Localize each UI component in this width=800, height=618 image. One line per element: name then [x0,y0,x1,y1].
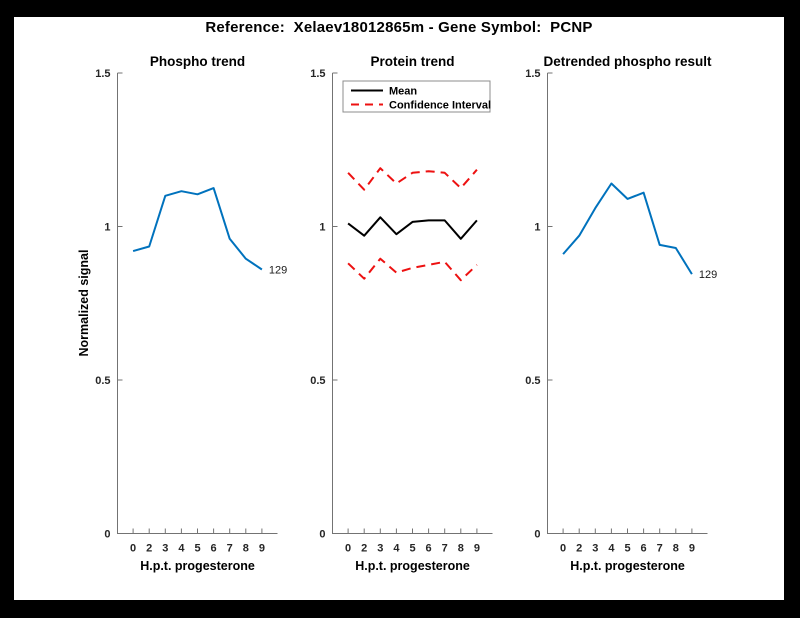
x-tick-label: 9 [259,543,265,555]
x-tick-label: 0 [345,543,351,555]
subplot-title: Protein trend [370,54,454,69]
y-tick-label: 0.5 [310,375,325,387]
axes-frame [332,73,493,534]
x-tick-label: 9 [689,543,695,555]
x-axis-label: H.p.t. progesterone [140,559,255,573]
x-tick-label: 8 [458,543,464,555]
x-tick-label: 4 [178,543,185,555]
x-tick-label: 0 [560,543,566,555]
y-tick-label: 1 [534,222,540,234]
x-tick-label: 9 [474,543,480,555]
x-tick-label: 7 [227,543,233,555]
series-end-label: 129 [699,269,717,281]
x-axis-label: H.p.t. progesterone [570,559,685,573]
x-tick-label: 5 [194,543,200,555]
y-axis-label: Normalized signal [77,250,91,357]
axes-frame [547,73,708,534]
subplot-title: Phospho trend [150,54,245,69]
y-tick-label: 1 [319,222,325,234]
legend-box [342,80,491,113]
subplot-title: Detrended phospho result [543,54,712,69]
x-tick-label: 2 [361,543,367,555]
phospho-trend-line [132,187,263,271]
mean-line [347,216,478,240]
figure-canvas [14,17,784,600]
x-tick-label: 8 [243,543,249,555]
y-tick-label: 0.5 [95,375,110,387]
x-tick-label: 3 [592,543,598,555]
x-tick-label: 4 [393,543,400,555]
x-tick-label: 7 [657,543,663,555]
confidence-lower-line [347,257,478,282]
x-tick-label: 6 [211,543,217,555]
legend-label: Confidence Interval [389,100,491,112]
x-tick-label: 5 [409,543,415,555]
x-tick-label: 6 [641,543,647,555]
x-tick-label: 4 [608,543,615,555]
confidence-upper-line [347,167,478,191]
y-tick-label: 1 [104,222,110,234]
y-tick-label: 1.5 [310,68,325,80]
x-tick-label: 3 [162,543,168,555]
x-tick-label: 7 [442,543,448,555]
y-tick-label: 1.5 [525,68,540,80]
detrended-phospho-line [562,182,693,275]
y-tick-label: 0.5 [525,375,540,387]
figure-title: Reference: Xelaev18012865m - Gene Symbol… [205,19,593,36]
legend-label: Mean [389,86,417,98]
x-tick-label: 6 [426,543,432,555]
x-tick-label: 3 [377,543,383,555]
y-tick-label: 1.5 [95,68,110,80]
y-tick-label: 0 [104,529,110,541]
x-tick-label: 0 [130,543,136,555]
x-tick-label: 2 [146,543,152,555]
x-axis-label: H.p.t. progesterone [355,559,470,573]
series-end-label: 129 [269,264,287,276]
x-tick-label: 2 [576,543,582,555]
y-tick-label: 0 [534,529,540,541]
x-tick-label: 5 [624,543,630,555]
x-tick-label: 8 [673,543,679,555]
axes-frame [117,73,278,534]
y-tick-label: 0 [319,529,325,541]
